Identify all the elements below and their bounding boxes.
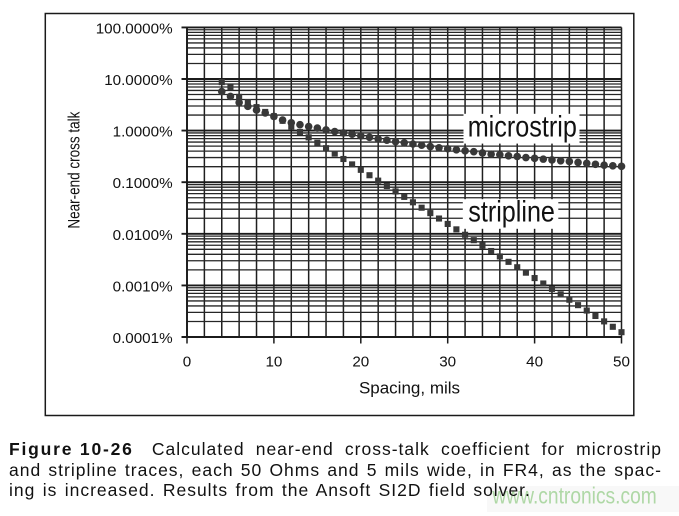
svg-text:40: 40 xyxy=(526,354,543,371)
svg-text:20: 20 xyxy=(352,354,369,371)
svg-text:stripline: stripline xyxy=(468,195,555,228)
svg-text:50: 50 xyxy=(613,354,630,371)
svg-text:Near-end cross talk: Near-end cross talk xyxy=(66,111,84,229)
svg-text:0.0010%: 0.0010% xyxy=(113,278,173,295)
svg-text:0: 0 xyxy=(183,354,191,371)
svg-text:0.0001%: 0.0001% xyxy=(113,330,173,347)
svg-text:10: 10 xyxy=(265,354,282,371)
svg-text:100.0000%: 100.0000% xyxy=(96,20,173,37)
svg-text:30: 30 xyxy=(439,354,456,371)
svg-text:0.0100%: 0.0100% xyxy=(113,227,173,244)
svg-text:10.0000%: 10.0000% xyxy=(104,72,172,89)
svg-text:www.cntronics.com: www.cntronics.com xyxy=(492,483,657,509)
svg-text:0.1000%: 0.1000% xyxy=(113,175,173,192)
svg-text:1.0000%: 1.0000% xyxy=(113,124,173,141)
svg-text:Spacing, mils: Spacing, mils xyxy=(359,379,460,398)
svg-text:microstrip: microstrip xyxy=(468,111,577,144)
